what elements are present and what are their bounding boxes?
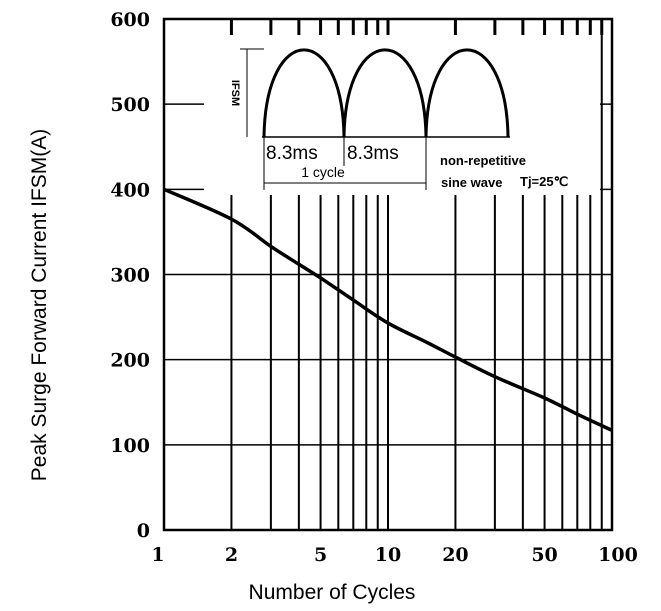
half-sine-hump-3 [424,48,510,138]
y-tick-labels: 0 100 200 300 400 500 600 [110,9,150,542]
x-tick-label-2: 2 [225,544,238,566]
x-tick-label-100: 100 [598,544,638,566]
y-tick-label-400: 400 [110,179,150,201]
wave-description-line2: sine wave [441,175,502,190]
x-tick-labels: 1 2 5 10 20 50 100 [151,544,637,566]
y-tick-label-300: 300 [110,265,150,287]
top-edge-ticks [229,19,604,35]
x-tick-label-20: 20 [442,544,468,566]
period-label-2: 8.3ms [347,143,399,164]
half-sine-hump-1 [262,48,346,138]
x-tick-label-50: 50 [531,544,557,566]
y-axis-title: Peak Surge Forward Current IFSM(A) [28,129,51,481]
x-tick-label-1: 1 [151,544,164,566]
x-tick-label-5: 5 [314,544,327,566]
y-tick-label-200: 200 [110,350,150,372]
temperature-label: Tj=25℃ [520,174,568,189]
wave-description-line1: non-repetitive [440,153,526,168]
series-line-ifsm [163,187,613,432]
y-tick-label-500: 500 [110,94,150,116]
plot-frame [162,17,614,532]
half-sine-hump-2 [342,48,428,138]
sine-wave-inset: IFSM 8.3ms 8.3ms 1 cycle non-repetitive … [204,35,600,195]
y-tick-label-100: 100 [110,435,150,457]
ifsm-label: IFSM [229,80,241,106]
x-tick-label-10: 10 [375,544,401,566]
x-axis-title: Number of Cycles [249,581,416,604]
y-tick-label-600: 600 [110,9,150,31]
inset-background [204,35,600,195]
period-label-1: 8.3ms [266,143,318,164]
y-tick-label-0: 0 [137,520,150,542]
cycle-label: 1 cycle [301,164,345,180]
